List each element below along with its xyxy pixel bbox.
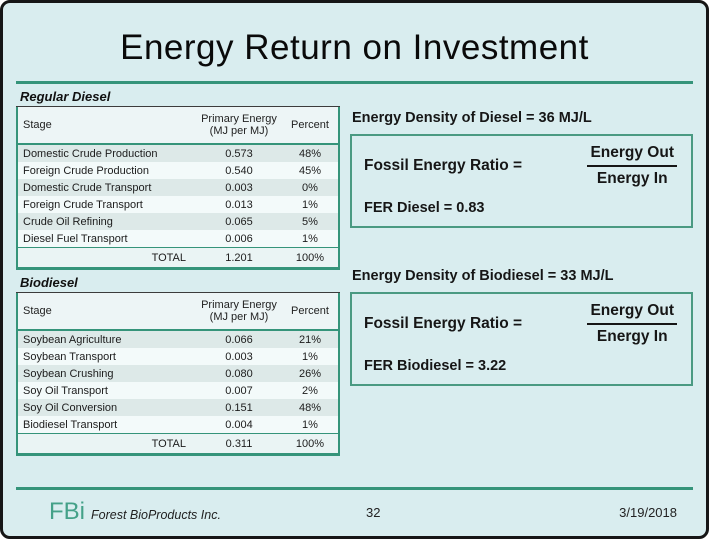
main-content: Regular Diesel Stage Primary Energy (MJ … <box>3 84 706 456</box>
fer-biodiesel-value: FER Biodiesel = 3.22 <box>364 358 507 374</box>
table-row: Soybean Agriculture 0.066 21% <box>18 331 338 348</box>
biodiesel-panel: Energy Density of Biodiesel = 33 MJ/L Fo… <box>350 268 693 386</box>
total-divider <box>18 433 338 434</box>
column-header-percent: Percent <box>291 305 329 317</box>
column-header-percent: Percent <box>291 119 329 131</box>
table-row: Diesel Fuel Transport 0.006 1% <box>18 230 338 247</box>
slide-title: Energy Return on Investment <box>120 28 589 67</box>
fraction-denominator: Energy In <box>596 328 668 345</box>
biodiesel-energy-density-text: Energy Density of Biodiesel = 33 MJ/L <box>352 268 614 284</box>
header-divider <box>18 143 338 145</box>
slide-number: 32 <box>366 504 381 520</box>
table-bottom-rule <box>16 453 340 456</box>
header-divider <box>18 329 338 331</box>
table-row: Foreign Crude Transport 0.013 1% <box>18 196 338 213</box>
table-row: Soybean Crushing 0.080 26% <box>18 365 338 382</box>
footer: FBi Forest BioProducts Inc. 32 3/19/2018 <box>16 494 693 530</box>
fer-diesel-value: FER Diesel = 0.83 <box>364 200 485 216</box>
table-rows: Domestic Crude Production 0.573 48% Fore… <box>18 145 338 247</box>
fossil-energy-ratio-label: Fossil Energy Ratio = <box>364 157 523 174</box>
company-name: Forest BioProducts Inc. <box>91 508 221 522</box>
info-column: Energy Density of Diesel = 36 MJ/L Fossi… <box>340 86 693 456</box>
column-header-energy: Primary Energy (MJ per MJ) <box>201 299 277 323</box>
regular-diesel-table: Regular Diesel Stage Primary Energy (MJ … <box>16 86 340 270</box>
table-row: Domestic Crude Production 0.573 48% <box>18 145 338 162</box>
energy-fraction: Energy Out Energy In <box>587 144 677 188</box>
column-header-stage: Stage <box>23 119 52 131</box>
company-logo: FBi <box>49 498 85 525</box>
table-row: Biodiesel Transport 0.004 1% <box>18 416 338 433</box>
table-title: Biodiesel <box>16 272 340 293</box>
biodiesel-fer-box: Fossil Energy Ratio = Energy Out Energy … <box>350 292 693 386</box>
footer-divider <box>16 487 693 490</box>
tables-column: Regular Diesel Stage Primary Energy (MJ … <box>16 86 340 456</box>
table-total-row: TOTAL 1.201 100% <box>18 248 338 267</box>
diesel-energy-density-text: Energy Density of Diesel = 36 MJ/L <box>352 110 592 126</box>
column-header-stage: Stage <box>23 305 52 317</box>
title-divider <box>16 81 693 84</box>
table-header-row: Stage Primary Energy (MJ per MJ) Percent <box>18 293 338 329</box>
column-header-energy: Primary Energy (MJ per MJ) <box>201 113 277 137</box>
table-body: Stage Primary Energy (MJ per MJ) Percent… <box>16 293 340 453</box>
fer-formula: Fossil Energy Ratio = Energy Out Energy … <box>364 144 679 188</box>
table-row: Soy Oil Conversion 0.151 48% <box>18 399 338 416</box>
table-row: Foreign Crude Production 0.540 45% <box>18 162 338 179</box>
table-body: Stage Primary Energy (MJ per MJ) Percent… <box>16 107 340 267</box>
table-header-row: Stage Primary Energy (MJ per MJ) Percent <box>18 107 338 143</box>
diesel-panel: Energy Density of Diesel = 36 MJ/L Fossi… <box>350 110 693 228</box>
diesel-fer-box: Fossil Energy Ratio = Energy Out Energy … <box>350 134 693 228</box>
fer-formula: Fossil Energy Ratio = Energy Out Energy … <box>364 302 679 346</box>
table-row: Soy Oil Transport 0.007 2% <box>18 382 338 399</box>
table-row: Domestic Crude Transport 0.003 0% <box>18 179 338 196</box>
table-total-row: TOTAL 0.311 100% <box>18 434 338 453</box>
fraction-numerator: Energy Out <box>587 302 677 325</box>
biodiesel-table: Biodiesel Stage Primary Energy (MJ per M… <box>16 272 340 456</box>
table-row: Soybean Transport 0.003 1% <box>18 348 338 365</box>
slide-date: 3/19/2018 <box>619 504 677 520</box>
energy-fraction: Energy Out Energy In <box>587 302 677 346</box>
table-row: Crude Oil Refining 0.065 5% <box>18 213 338 230</box>
table-rows: Soybean Agriculture 0.066 21% Soybean Tr… <box>18 331 338 433</box>
table-bottom-rule <box>16 267 340 270</box>
fossil-energy-ratio-label: Fossil Energy Ratio = <box>364 315 523 332</box>
table-title: Regular Diesel <box>16 86 340 107</box>
fraction-denominator: Energy In <box>596 170 668 187</box>
fraction-numerator: Energy Out <box>587 144 677 167</box>
total-divider <box>18 247 338 248</box>
